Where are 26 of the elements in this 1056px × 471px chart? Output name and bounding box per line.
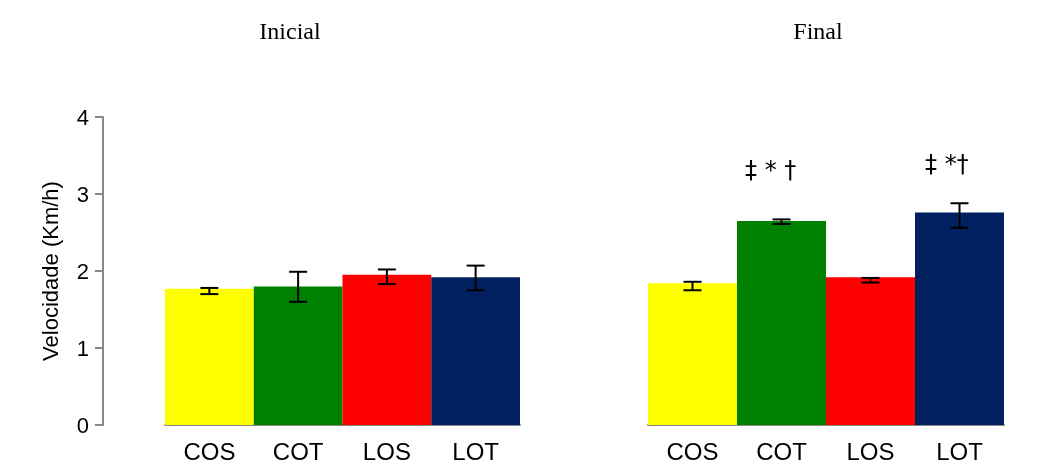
bar (342, 274, 432, 425)
x-tick-label: LOS (846, 437, 895, 465)
y-axis-title: Velocidade (Km/h) (37, 181, 63, 361)
bar (737, 220, 826, 425)
x-tick-label: COS (183, 437, 236, 465)
y-tick-label: 3 (76, 181, 89, 207)
x-tick-label: COS (666, 437, 719, 465)
y-tick-label: 4 (76, 104, 89, 130)
bar (165, 288, 254, 425)
y-tick-label: 0 (76, 412, 89, 438)
x-tick-label: COT (272, 437, 324, 465)
x-tick-label: LOT (452, 437, 500, 465)
bar (648, 283, 737, 425)
y-tick-label: 2 (76, 258, 89, 284)
chart-title: Final (793, 18, 843, 44)
annotation: ‡ * † (745, 156, 797, 184)
bar (915, 212, 1004, 425)
bar (253, 286, 343, 425)
y-tick-label: 1 (76, 335, 89, 361)
x-tick-label: LOS (362, 437, 411, 465)
x-tick-label: COT (756, 437, 808, 465)
chart-title: Inicial (259, 18, 321, 44)
annotation: ‡ *† (925, 150, 969, 178)
x-tick-label: LOT (936, 437, 984, 465)
bar (431, 277, 520, 425)
bar (826, 277, 915, 425)
